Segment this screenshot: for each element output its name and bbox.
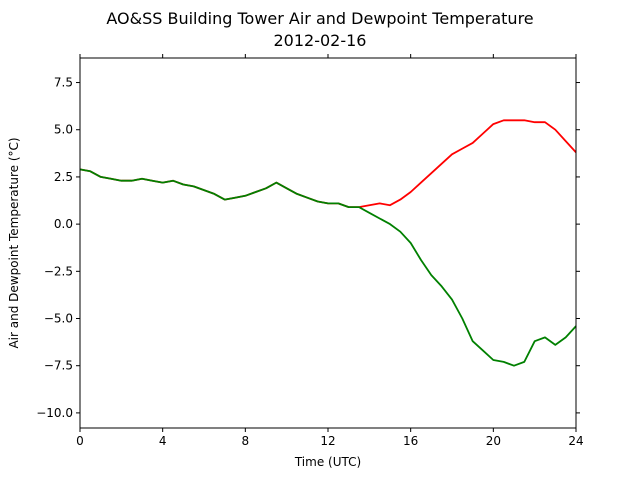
chart-title: AO&SS Building Tower Air and Dewpoint Te… (106, 9, 533, 28)
y-tick-label: 0.0 (54, 217, 73, 231)
y-tick-label: −5.0 (44, 312, 73, 326)
dewpoint-temperature-line (79, 168, 577, 367)
x-tick-label: 16 (403, 434, 418, 448)
plot-frame (79, 57, 577, 429)
air-temperature-line (79, 119, 577, 209)
y-tick-label: −7.5 (44, 359, 73, 373)
x-tick-label: 4 (159, 434, 167, 448)
x-tick-label: 12 (320, 434, 335, 448)
y-tick-label: −2.5 (44, 264, 73, 278)
x-tick-label: 24 (568, 434, 583, 448)
x-tick-label: 20 (486, 434, 501, 448)
chart-subtitle: 2012-02-16 (274, 31, 367, 50)
y-tick-label: 5.0 (54, 123, 73, 137)
y-tick-label: 2.5 (54, 170, 73, 184)
plot-lines (79, 119, 577, 367)
y-axis-label: Air and Dewpoint Temperature (°C) (7, 137, 21, 348)
x-tick-label: 8 (242, 434, 250, 448)
y-tick-label: 7.5 (54, 76, 73, 90)
axis-ticks: 0 4 8 12 16 20 24 −10.0 −7.5 −5.0 −2.5 0.0 2.5 5.0 7.5 (36, 54, 584, 448)
x-axis-label: Time (UTC) (294, 455, 361, 469)
x-tick-label: 0 (76, 434, 84, 448)
y-tick-label: −10.0 (36, 406, 73, 420)
